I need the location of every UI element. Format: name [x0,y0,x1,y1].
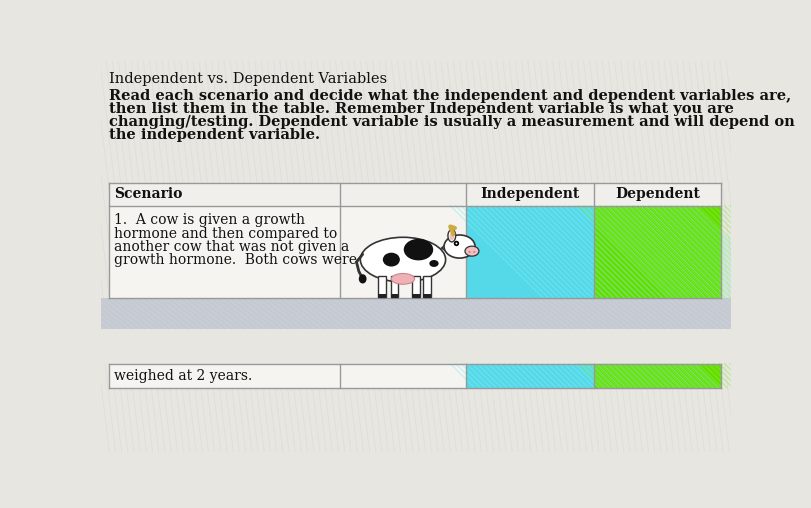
Ellipse shape [473,251,475,253]
Bar [423,276,431,297]
Text: growth hormone.  Both cows were: growth hormone. Both cows were [114,252,357,267]
Bar [109,182,721,206]
Ellipse shape [358,274,366,283]
Circle shape [453,241,458,246]
Ellipse shape [444,235,474,258]
Bar [109,182,721,298]
Text: hormone and then compared to: hormone and then compared to [114,227,337,240]
Bar [412,294,419,298]
Bar [109,364,721,388]
Bar [593,206,721,298]
Text: Scenario: Scenario [114,187,182,201]
Text: then list them in the table. Remember Independent variable is what you are: then list them in the table. Remember In… [109,102,733,116]
Polygon shape [441,239,461,256]
Text: the independent variable.: the independent variable. [109,128,320,142]
Text: another cow that was not given a: another cow that was not given a [114,240,349,253]
Bar [101,298,730,329]
Ellipse shape [448,230,455,242]
Bar [390,276,398,297]
Ellipse shape [468,251,470,253]
Bar [101,329,730,364]
Ellipse shape [403,239,432,261]
Text: Read each scenario and decide what the independent and dependent variables are,: Read each scenario and decide what the i… [109,89,791,103]
Circle shape [455,242,457,244]
Text: Independent: Independent [479,187,578,201]
Bar [593,364,721,388]
Ellipse shape [382,252,399,267]
Ellipse shape [429,260,438,267]
Ellipse shape [360,237,445,282]
Bar [423,294,431,298]
Bar [378,294,385,298]
Text: Independent vs. Dependent Variables: Independent vs. Dependent Variables [109,72,387,86]
Text: weighed at 2 years.: weighed at 2 years. [114,369,252,383]
Text: Dependent: Dependent [615,187,699,201]
Text: changing/testing. Dependent variable is usually a measurement and will depend on: changing/testing. Dependent variable is … [109,115,794,129]
Ellipse shape [391,273,414,284]
Bar [412,276,419,297]
Bar [390,294,398,298]
Bar [466,206,593,298]
Bar [466,364,593,388]
Ellipse shape [449,233,453,240]
Text: 1.  A cow is given a growth: 1. A cow is given a growth [114,213,304,228]
Ellipse shape [465,246,478,256]
Bar [378,276,385,297]
